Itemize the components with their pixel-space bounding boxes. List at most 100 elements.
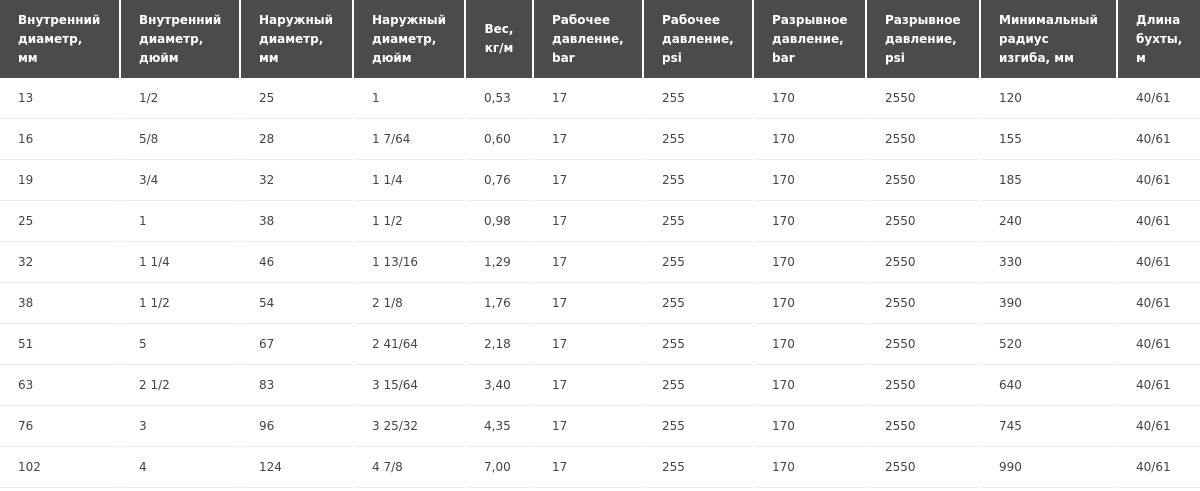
table-cell: 0,53 bbox=[465, 78, 534, 119]
table-cell: 255 bbox=[643, 159, 754, 201]
table-cell: 2550 bbox=[866, 364, 981, 406]
table-cell: 17 bbox=[533, 159, 644, 201]
header-text: Минимальный bbox=[999, 12, 1098, 27]
table-cell: 102 bbox=[0, 446, 121, 488]
table-cell: 255 bbox=[643, 118, 754, 160]
table-cell: 3 bbox=[120, 405, 241, 447]
table-cell: 5 bbox=[120, 323, 241, 365]
header-text: psi bbox=[885, 50, 905, 65]
table-cell: 3 15/64 bbox=[353, 364, 466, 406]
table-header: Внутренний диаметр, мм Внутренний диаметр, дю… bbox=[0, 0, 1200, 78]
table-row: 63 2 1/2 83 3 15/64 3,40 17 255 170 2550 640 40/61 bbox=[0, 364, 1200, 406]
table-cell: 17 bbox=[533, 446, 644, 488]
header-text: Внутренний bbox=[18, 12, 101, 27]
table-cell: 520 bbox=[980, 323, 1118, 365]
table-body: 13 1/2 25 1 0,53 17 255 170 2550 120 40/61 16 5/8 28 1… bbox=[0, 78, 1200, 488]
table-cell: 170 bbox=[753, 200, 867, 242]
header-text: бухты, bbox=[1136, 31, 1183, 46]
table-cell: 255 bbox=[643, 282, 754, 324]
table-cell: 2550 bbox=[866, 282, 981, 324]
table-cell: 17 bbox=[533, 118, 644, 160]
header-cell: Рабочее давление, bar bbox=[533, 0, 644, 78]
table-cell: 170 bbox=[753, 282, 867, 324]
header-text: диаметр, bbox=[259, 31, 324, 46]
header-text: давление, bbox=[772, 31, 844, 46]
header-cell: Внутренний диаметр, дюйм bbox=[120, 0, 241, 78]
table-cell: 1,29 bbox=[465, 241, 534, 283]
table-cell: 4 7/8 bbox=[353, 446, 466, 488]
table-cell: 1 7/64 bbox=[353, 118, 466, 160]
table-cell: 25 bbox=[240, 78, 354, 119]
header-cell: Наружный диаметр, дюйм bbox=[353, 0, 466, 78]
header-cell: Разрывное давление, psi bbox=[866, 0, 981, 78]
table-cell: 2550 bbox=[866, 118, 981, 160]
header-row: Внутренний диаметр, мм Внутренний диаметр, дю… bbox=[0, 0, 1200, 78]
header-text: Рабочее bbox=[662, 12, 721, 27]
table-cell: 255 bbox=[643, 446, 754, 488]
table-cell: 32 bbox=[240, 159, 354, 201]
header-text: мм bbox=[18, 50, 38, 65]
header-text: изгиба, мм bbox=[999, 50, 1074, 65]
table-cell: 54 bbox=[240, 282, 354, 324]
table-cell: 3,40 bbox=[465, 364, 534, 406]
table-cell: 170 bbox=[753, 364, 867, 406]
table-cell: 2550 bbox=[866, 241, 981, 283]
header-cell: Внутренний диаметр, мм bbox=[0, 0, 121, 78]
header-cell: Рабочее давление, psi bbox=[643, 0, 754, 78]
table-row: 13 1/2 25 1 0,53 17 255 170 2550 120 40/61 bbox=[0, 78, 1200, 119]
table-cell: 2550 bbox=[866, 159, 981, 201]
header-text: радиус bbox=[999, 31, 1049, 46]
header-text: диаметр, bbox=[139, 31, 204, 46]
table-cell: 28 bbox=[240, 118, 354, 160]
table-cell: 1 bbox=[353, 78, 466, 119]
header-text: Разрывное bbox=[772, 12, 848, 27]
header-text: давление, bbox=[552, 31, 624, 46]
table-row: 102 4 124 4 7/8 7,00 17 255 170 2550 990 40/61 bbox=[0, 446, 1200, 488]
table-cell: 170 bbox=[753, 405, 867, 447]
table-cell: 19 bbox=[0, 159, 121, 201]
table-cell: 40/61 bbox=[1117, 446, 1200, 488]
table-cell: 38 bbox=[0, 282, 121, 324]
table-cell: 124 bbox=[240, 446, 354, 488]
table-cell: 5/8 bbox=[120, 118, 241, 160]
header-text: диаметр, bbox=[18, 31, 83, 46]
table-cell: 7,00 bbox=[465, 446, 534, 488]
header-text: давление, bbox=[885, 31, 957, 46]
table-cell: 25 bbox=[0, 200, 121, 242]
header-text: давление, bbox=[662, 31, 734, 46]
header-text: Разрывное bbox=[885, 12, 961, 27]
table-row: 32 1 1/4 46 1 13/16 1,29 17 255 170 2550 330 40/61 bbox=[0, 241, 1200, 283]
table-cell: 0,98 bbox=[465, 200, 534, 242]
header-text: диаметр, bbox=[372, 31, 437, 46]
table-cell: 255 bbox=[643, 364, 754, 406]
table-cell: 32 bbox=[0, 241, 121, 283]
table-cell: 120 bbox=[980, 78, 1118, 119]
table-cell: 17 bbox=[533, 200, 644, 242]
header-cell: Наружный диаметр, мм bbox=[240, 0, 354, 78]
table-cell: 640 bbox=[980, 364, 1118, 406]
table-cell: 17 bbox=[533, 282, 644, 324]
table-cell: 3/4 bbox=[120, 159, 241, 201]
table-cell: 46 bbox=[240, 241, 354, 283]
table-cell: 1 1/2 bbox=[353, 200, 466, 242]
header-text: Внутренний bbox=[139, 12, 222, 27]
table-cell: 17 bbox=[533, 241, 644, 283]
header-text: м bbox=[1136, 50, 1146, 65]
table-cell: 185 bbox=[980, 159, 1118, 201]
table-row: 38 1 1/2 54 2 1/8 1,76 17 255 170 2550 390 40/61 bbox=[0, 282, 1200, 324]
table-cell: 170 bbox=[753, 159, 867, 201]
table-cell: 17 bbox=[533, 323, 644, 365]
table-cell: 1 1/4 bbox=[120, 241, 241, 283]
table-cell: 2 1/2 bbox=[120, 364, 241, 406]
header-text: psi bbox=[662, 50, 682, 65]
table-cell: 330 bbox=[980, 241, 1118, 283]
table-cell: 745 bbox=[980, 405, 1118, 447]
table-cell: 67 bbox=[240, 323, 354, 365]
table-row: 19 3/4 32 1 1/4 0,76 17 255 170 2550 185 40/61 bbox=[0, 159, 1200, 201]
table-cell: 2550 bbox=[866, 78, 981, 119]
table-cell: 0,76 bbox=[465, 159, 534, 201]
table-cell: 990 bbox=[980, 446, 1118, 488]
header-text: кг/м bbox=[484, 41, 514, 55]
table-cell: 2 1/8 bbox=[353, 282, 466, 324]
